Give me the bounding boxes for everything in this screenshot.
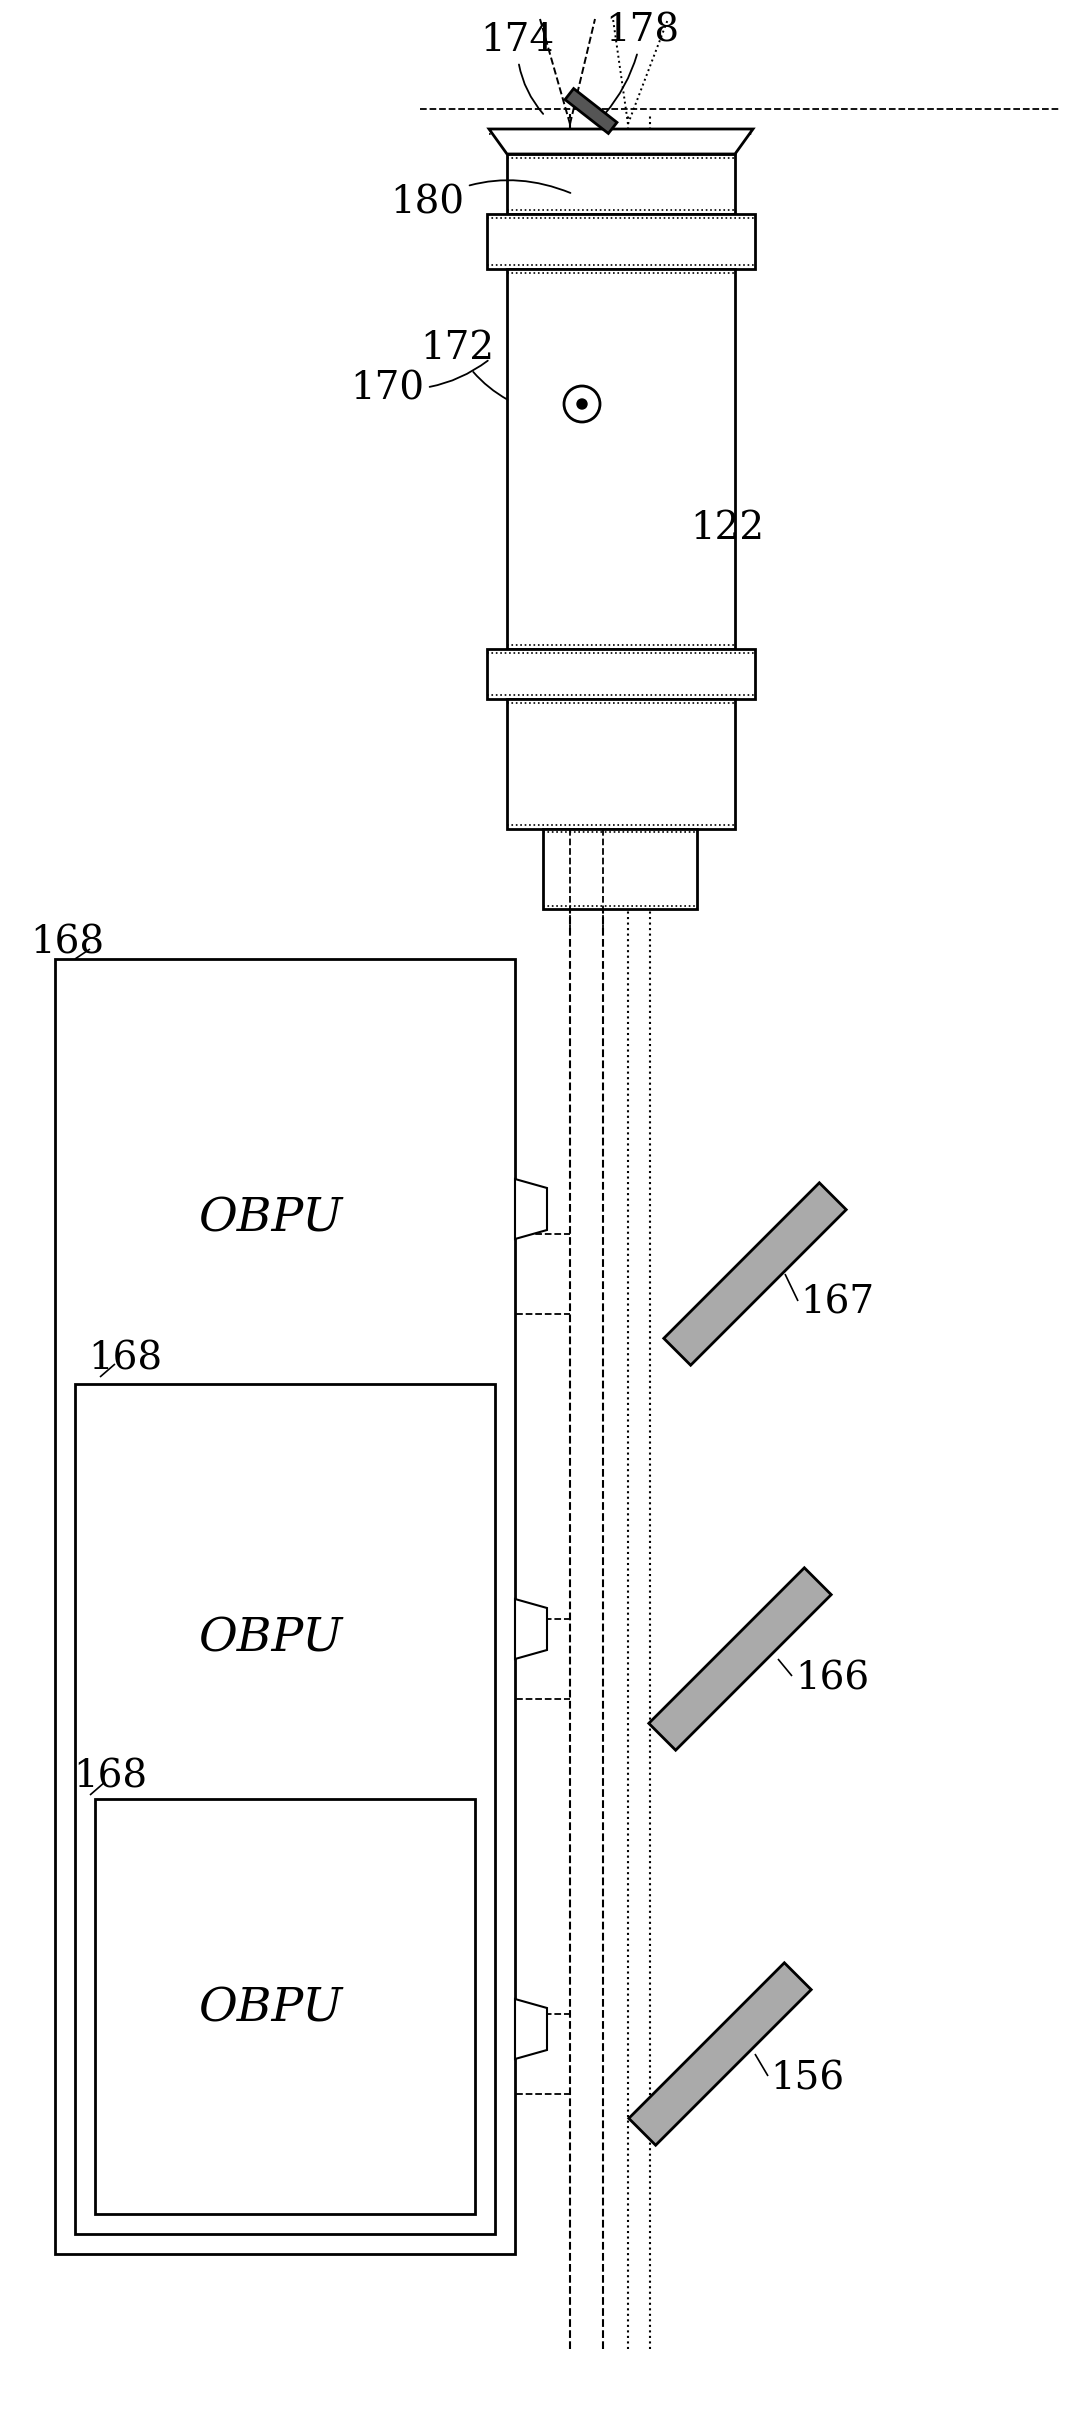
Text: 180: 180 xyxy=(390,181,571,222)
Text: 168: 168 xyxy=(73,1759,147,1795)
Text: 167: 167 xyxy=(800,1284,874,1323)
Bar xyxy=(95,1800,476,2214)
Text: 166: 166 xyxy=(795,1660,870,1696)
Polygon shape xyxy=(565,89,617,132)
Bar xyxy=(507,154,735,214)
Text: OBPU: OBPU xyxy=(198,1197,342,1241)
Bar xyxy=(487,214,755,270)
Bar xyxy=(55,959,515,2255)
Polygon shape xyxy=(649,1568,831,1751)
Text: 170: 170 xyxy=(350,361,487,407)
Polygon shape xyxy=(629,1963,811,2146)
Text: 122: 122 xyxy=(690,511,764,547)
Bar xyxy=(507,699,735,829)
Text: 168: 168 xyxy=(88,1339,162,1378)
Text: 172: 172 xyxy=(420,330,508,400)
Circle shape xyxy=(577,400,587,410)
Text: OBPU: OBPU xyxy=(198,1616,342,1662)
Polygon shape xyxy=(489,130,753,154)
Polygon shape xyxy=(515,1999,547,2060)
Text: 156: 156 xyxy=(770,2060,844,2096)
Bar xyxy=(487,648,755,699)
Bar xyxy=(75,1385,495,2233)
Bar xyxy=(543,829,697,908)
Text: OBPU: OBPU xyxy=(198,1987,342,2031)
Polygon shape xyxy=(664,1183,846,1366)
Text: 174: 174 xyxy=(480,22,555,113)
Text: 168: 168 xyxy=(30,925,104,961)
Polygon shape xyxy=(515,1600,547,1660)
Bar xyxy=(507,270,735,648)
Text: 178: 178 xyxy=(605,12,679,113)
Polygon shape xyxy=(515,1178,547,1238)
